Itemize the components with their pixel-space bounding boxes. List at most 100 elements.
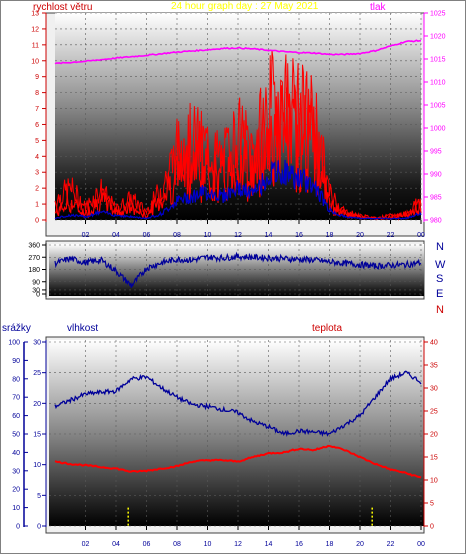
rain-tick-label: 60	[12, 413, 20, 420]
pressure-tick-label: 1025	[430, 11, 446, 18]
temperature-axis: 0 5 10 15 20 25 30 35 40	[423, 340, 438, 531]
humidity-title: vlhkost	[67, 323, 98, 334]
pressure-axis: 980 985 990 995 1000 1005 1010 1015 1020 1025	[423, 11, 446, 225]
direction-tick-label: 270	[28, 255, 40, 262]
x-axis-hour-label: 20	[356, 232, 364, 239]
x-axis-hour-label: 16	[295, 232, 303, 239]
x-axis-hour-label: 10	[204, 232, 212, 239]
humidity-tick-label: 20	[33, 401, 41, 408]
humidity-tick-label: 15	[33, 432, 41, 439]
x-axis-hour-label: 18	[326, 541, 334, 548]
wind-speed-tick-label: 11	[32, 42, 39, 49]
x-axis-hour-label: 14	[265, 232, 273, 239]
rain-tick-label: 10	[12, 505, 20, 512]
x-axis-hour-label: 12	[234, 541, 242, 548]
humidity-axis: 0 5 10 15 20 25 30	[33, 340, 47, 531]
compass-south: S	[436, 273, 443, 285]
direction-tick-label: 360	[28, 243, 40, 250]
pressure-tick-label: 985	[430, 195, 442, 202]
rain-tick-label: 80	[12, 376, 20, 383]
compass-west: W	[435, 259, 446, 271]
rain-tick-label: 90	[12, 358, 20, 365]
humidity-tick-label: 0	[37, 524, 41, 531]
pressure-tick-label: 1015	[430, 57, 446, 64]
humidity-tick-label: 30	[33, 340, 41, 347]
temperature-tick-label: 5	[430, 501, 434, 508]
x-axis-hour-label: 00	[417, 232, 425, 239]
rain-tick-label: 50	[12, 432, 20, 439]
wind-speed-tick-label: 3	[35, 170, 39, 177]
humidity-temp-series	[54, 370, 422, 526]
direction-plot-bg	[49, 244, 424, 296]
humidity-temp-x-axis: 02 04 06 08 10 12 14 16 18 20 22 00	[82, 526, 425, 548]
rain-axis: 0 10 20 30 40 50 60 70 80 90 100	[8, 340, 28, 531]
direction-tick-label: 180	[28, 267, 40, 274]
wind-speed-tick-label: 7	[35, 106, 39, 113]
x-axis-hour-label: 14	[265, 541, 273, 548]
temperature-tick-label: 30	[430, 386, 438, 393]
wind-speed-tick-label: 13	[31, 11, 39, 18]
x-axis-hour-label: 10	[204, 541, 212, 548]
temperature-tick-label: 25	[430, 409, 438, 416]
rain-tick-label: 70	[12, 395, 20, 402]
x-axis-hour-label: 16	[295, 541, 303, 548]
direction-tick-label: 30	[32, 287, 40, 294]
compass-north-bottom: N	[436, 304, 444, 316]
x-axis-hour-label: 22	[387, 232, 395, 239]
x-axis-hour-label: 04	[112, 541, 120, 548]
pressure-tick-label: 995	[430, 149, 442, 156]
temperature-tick-label: 35	[430, 363, 438, 370]
x-axis-hour-label: 20	[356, 541, 364, 548]
wind-speed-line	[54, 84, 422, 221]
wind-speed-tick-label: 12	[31, 26, 39, 33]
rain-tick-label: 0	[16, 524, 20, 531]
wind-pressure-x-axis: 02 04 06 08 10 12 14 16 18 20 22 00	[82, 220, 425, 239]
wind-speed-tick-label: 8	[35, 90, 39, 97]
wind-average-line	[54, 159, 422, 220]
wind-direction-line	[54, 251, 422, 288]
x-axis-hour-label: 18	[326, 232, 334, 239]
x-axis-hour-label: 06	[143, 232, 151, 239]
wind-speed-tick-label: 5	[35, 138, 39, 145]
x-axis-hour-label: 06	[143, 541, 151, 548]
rain-title: srážky	[2, 323, 31, 334]
wind-speed-tick-label: 6	[35, 122, 39, 129]
x-axis-hour-label: 22	[387, 541, 395, 548]
x-axis-hour-label: 04	[112, 232, 120, 239]
humidity-tick-label: 10	[33, 462, 41, 469]
pressure-tick-label: 1005	[430, 103, 446, 110]
humidity-tick-label: 25	[33, 370, 41, 377]
direction-tick-label: 0	[36, 292, 40, 299]
wind-speed-title: rychlost větru	[33, 2, 92, 13]
rain-tick-label: 100	[8, 340, 20, 347]
humidity-tick-label: 5	[37, 493, 41, 500]
temperature-tick-label: 10	[430, 478, 438, 485]
x-axis-hour-label: 08	[173, 232, 181, 239]
wind-speed-tick-label: 10	[31, 58, 39, 65]
rain-tick-label: 30	[12, 468, 20, 475]
wind-speed-tick-label: 0	[35, 218, 39, 225]
wind-speed-tick-label: 1	[35, 202, 39, 209]
direction-tick-label: 90	[32, 279, 40, 286]
x-axis-hour-label: 08	[173, 541, 181, 548]
temperature-tick-label: 40	[430, 340, 438, 347]
pressure-tick-label: 1010	[430, 80, 446, 87]
pressure-tick-label: 980	[430, 218, 442, 225]
humidity-temp-plot-bg	[49, 340, 424, 526]
pressure-tick-label: 1020	[430, 34, 446, 41]
temperature-title: teplota	[312, 323, 342, 334]
graph-title: 24 hour graph day : 27 May 2021	[171, 1, 319, 12]
humidity-temp-grid	[49, 340, 424, 527]
x-axis-hour-label: 00	[417, 541, 425, 548]
wind-pressure-grid	[55, 12, 422, 221]
pressure-line	[54, 39, 422, 65]
wind-pressure-series	[54, 39, 422, 221]
rain-tick-label: 40	[12, 450, 20, 457]
x-axis-hour-label: 02	[82, 541, 90, 548]
wind-speed-tick-label: 9	[35, 74, 39, 81]
wind-speed-tick-label: 4	[35, 154, 39, 161]
